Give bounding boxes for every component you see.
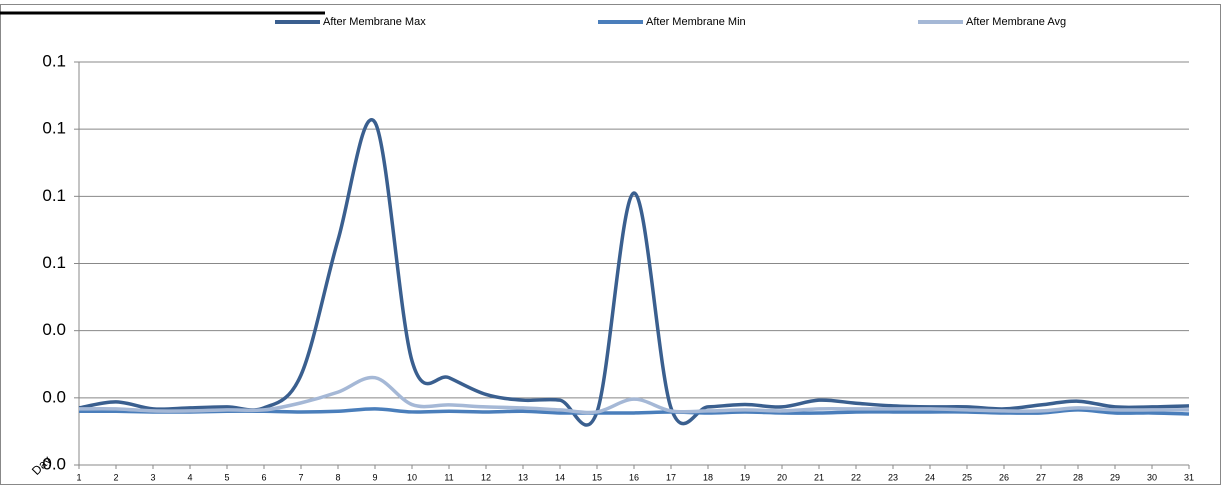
- x-tick-label: 29: [1110, 472, 1120, 482]
- x-tick-label: 30: [1147, 472, 1157, 482]
- x-tick-label: 17: [666, 472, 676, 482]
- y-tick-label: 0.1: [42, 253, 66, 272]
- legend-label: After Membrane Avg: [966, 16, 1066, 28]
- x-tick-label: 8: [335, 472, 340, 482]
- line-series: [78, 118, 1190, 427]
- x-tick-label: 2: [113, 472, 118, 482]
- x-tick-label: 12: [481, 472, 491, 482]
- x-tick-label: 11: [444, 472, 453, 482]
- y-tick-label: 0.0: [42, 320, 66, 339]
- y-tick-label: 0.1: [42, 51, 66, 70]
- x-tick-label: 1: [76, 472, 81, 482]
- x-tick-label: 20: [777, 472, 787, 482]
- chart-border: [0, 4, 1221, 485]
- x-tick-label: 27: [1036, 472, 1046, 482]
- line-series: [78, 375, 1189, 415]
- x-tick-label: 4: [187, 472, 192, 482]
- x-tick-label: 28: [1073, 472, 1083, 482]
- x-tick-label: 10: [407, 472, 417, 482]
- x-tick-label: 24: [925, 472, 935, 482]
- legend-label: After Membrane Max: [323, 16, 426, 28]
- x-tick-label: 7: [298, 472, 303, 482]
- x-tick-label: 3: [150, 472, 155, 482]
- x-tick-label: 16: [629, 472, 639, 482]
- x-tick-label: 19: [740, 472, 750, 482]
- legend-label: After Membrane Min: [646, 16, 746, 28]
- x-tick-label: 25: [962, 472, 972, 482]
- x-tick-label: 13: [518, 472, 528, 482]
- x-tick-label: 6: [261, 472, 266, 482]
- x-tick-label: 22: [851, 472, 861, 482]
- x-tick-label: 9: [372, 472, 377, 482]
- x-tick-label: 5: [224, 472, 229, 482]
- y-tick-label: 0.1: [42, 119, 66, 138]
- x-tick-label: 18: [703, 472, 713, 482]
- x-tick-label: 21: [814, 472, 824, 482]
- x-tick-label: 14: [555, 472, 565, 482]
- x-tick-label: 26: [999, 472, 1009, 482]
- y-tick-label: 0.0: [42, 387, 66, 406]
- y-tick-label: 0.0: [42, 454, 66, 473]
- x-tick-label: 23: [888, 472, 898, 482]
- y-tick-label: 0.1: [42, 186, 66, 205]
- x-tick-label: 31: [1184, 472, 1194, 482]
- x-tick-label: 15: [592, 472, 602, 482]
